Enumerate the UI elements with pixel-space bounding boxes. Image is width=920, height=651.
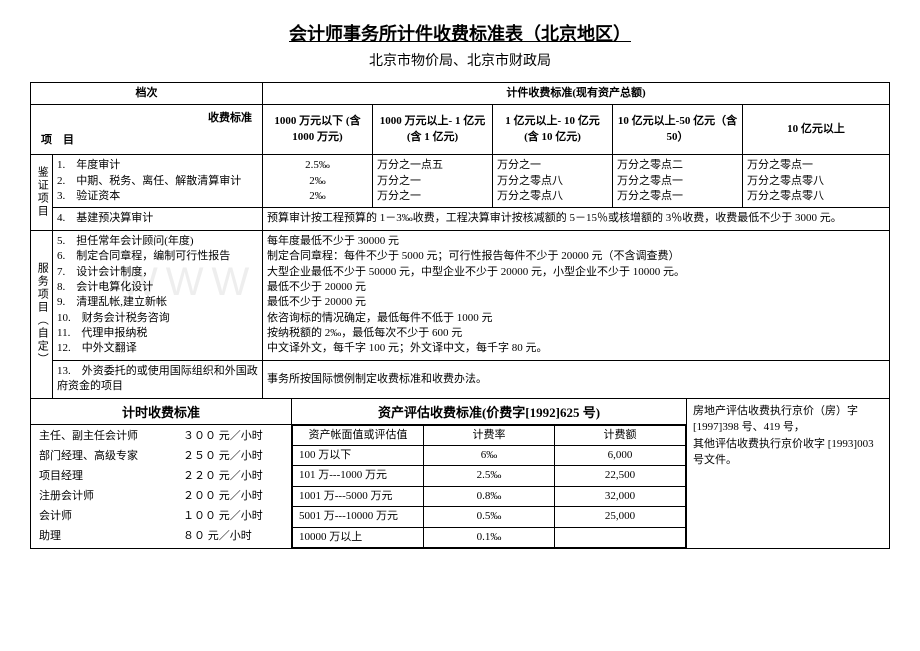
footer-section: 计时收费标准 主任、副主任会计师３００ 元／小时部门经理、高级专家２５０ 元／小… bbox=[30, 399, 890, 549]
col-header-2: 1000 万元以上- 1 亿元 (含 1 亿元) bbox=[373, 105, 493, 155]
hourly-row: 部门经理、高级专家２５０ 元／小时 bbox=[31, 445, 291, 465]
s2-desc: 每年度最低不少于 30000 元 制定合同章程：每件不少于 5000 元；可行性… bbox=[263, 230, 890, 360]
header-standard: 计件收费标准(现有资产总额) bbox=[263, 83, 890, 105]
section2-label: 服务项目（自定） bbox=[31, 230, 53, 398]
section1-label: 鉴证项目 bbox=[31, 155, 53, 231]
hourly-row: 主任、副主任会计师３００ 元／小时 bbox=[31, 425, 291, 445]
asset-row: 100 万以下6‰6,000 bbox=[293, 446, 686, 466]
asset-row: 5001 万---10000 万元0.5‰25,000 bbox=[293, 507, 686, 527]
header-tier: 档次 bbox=[31, 83, 263, 105]
s1-row4-desc: 预算审计按工程预算的 1－3‰收费，工程决算审计按核减额的 5－15％或核增额的… bbox=[263, 208, 890, 230]
hourly-row: 助理８０ 元／小时 bbox=[31, 525, 291, 545]
s1-row4-item: 4. 基建预决算审计 bbox=[53, 208, 263, 230]
s1-c2: 万分之一点五 万分之一 万分之一 bbox=[373, 155, 493, 208]
col-header-3: 1 亿元以上- 10 亿元 (含 10 亿元) bbox=[493, 105, 613, 155]
main-fee-table: 档次 计件收费标准(现有资产总额) 收费标准 项 目 1000 万元以下 (含 … bbox=[30, 82, 890, 399]
s2-row13-desc: 事务所按国际惯例制定收费标准和收费办法。 bbox=[263, 360, 890, 398]
s1-c1: 2.5‰ 2‰ 2‰ bbox=[263, 155, 373, 208]
item-label: 项 目 bbox=[41, 133, 252, 148]
asset-h3: 计费额 bbox=[555, 425, 686, 445]
asset-row: 101 万---1000 万元2.5‰22,500 bbox=[293, 466, 686, 486]
col-header-4: 10 亿元以上-50 亿元（含 50） bbox=[613, 105, 743, 155]
hourly-row: 项目经理２２０ 元／小时 bbox=[31, 465, 291, 485]
asset-row: 1001 万---5000 万元0.8‰32,000 bbox=[293, 486, 686, 506]
s1-items: 1. 年度审计 2. 中期、税务、离任、解散清算审计 3. 验证资本 bbox=[53, 155, 263, 208]
page-subtitle: 北京市物价局、北京市财政局 bbox=[30, 50, 890, 70]
asset-table: 资产帐面值或评估值 计费率 计费额 100 万以下6‰6,000101 万---… bbox=[292, 425, 686, 548]
asset-row: 10000 万以上0.1‰ bbox=[293, 527, 686, 547]
fee-label: 收费标准 bbox=[41, 111, 252, 126]
page-title: 会计师事务所计件收费标准表（北京地区） bbox=[30, 20, 890, 46]
hourly-row: 注册会计师２００ 元／小时 bbox=[31, 485, 291, 505]
s2-items: 5. 担任常年会计顾问(年度) 6. 制定合同章程，编制可行性报告 7. 设计会… bbox=[53, 230, 263, 360]
s1-c3: 万分之一 万分之零点八 万分之零点八 bbox=[493, 155, 613, 208]
asset-title: 资产评估收费标准(价费字[1992]625 号) bbox=[292, 399, 686, 425]
s1-c4: 万分之零点二 万分之零点一 万分之零点一 bbox=[613, 155, 743, 208]
notes: 房地产评估收费执行京价（房）字 [1997]398 号、419 号， 其他评估收… bbox=[687, 399, 889, 548]
hourly-title: 计时收费标准 bbox=[31, 399, 291, 425]
col-header-5: 10 亿元以上 bbox=[743, 105, 890, 155]
col-header-1: 1000 万元以下 (含 1000 万元) bbox=[263, 105, 373, 155]
hourly-row: 会计师１００ 元／小时 bbox=[31, 505, 291, 525]
s1-c5: 万分之零点一 万分之零点零八 万分之零点零八 bbox=[743, 155, 890, 208]
s2-row13-item: 13. 外资委托的或使用国际组织和外国政府资金的项目 bbox=[53, 360, 263, 398]
asset-h1: 资产帐面值或评估值 bbox=[293, 425, 424, 445]
asset-h2: 计费率 bbox=[424, 425, 555, 445]
